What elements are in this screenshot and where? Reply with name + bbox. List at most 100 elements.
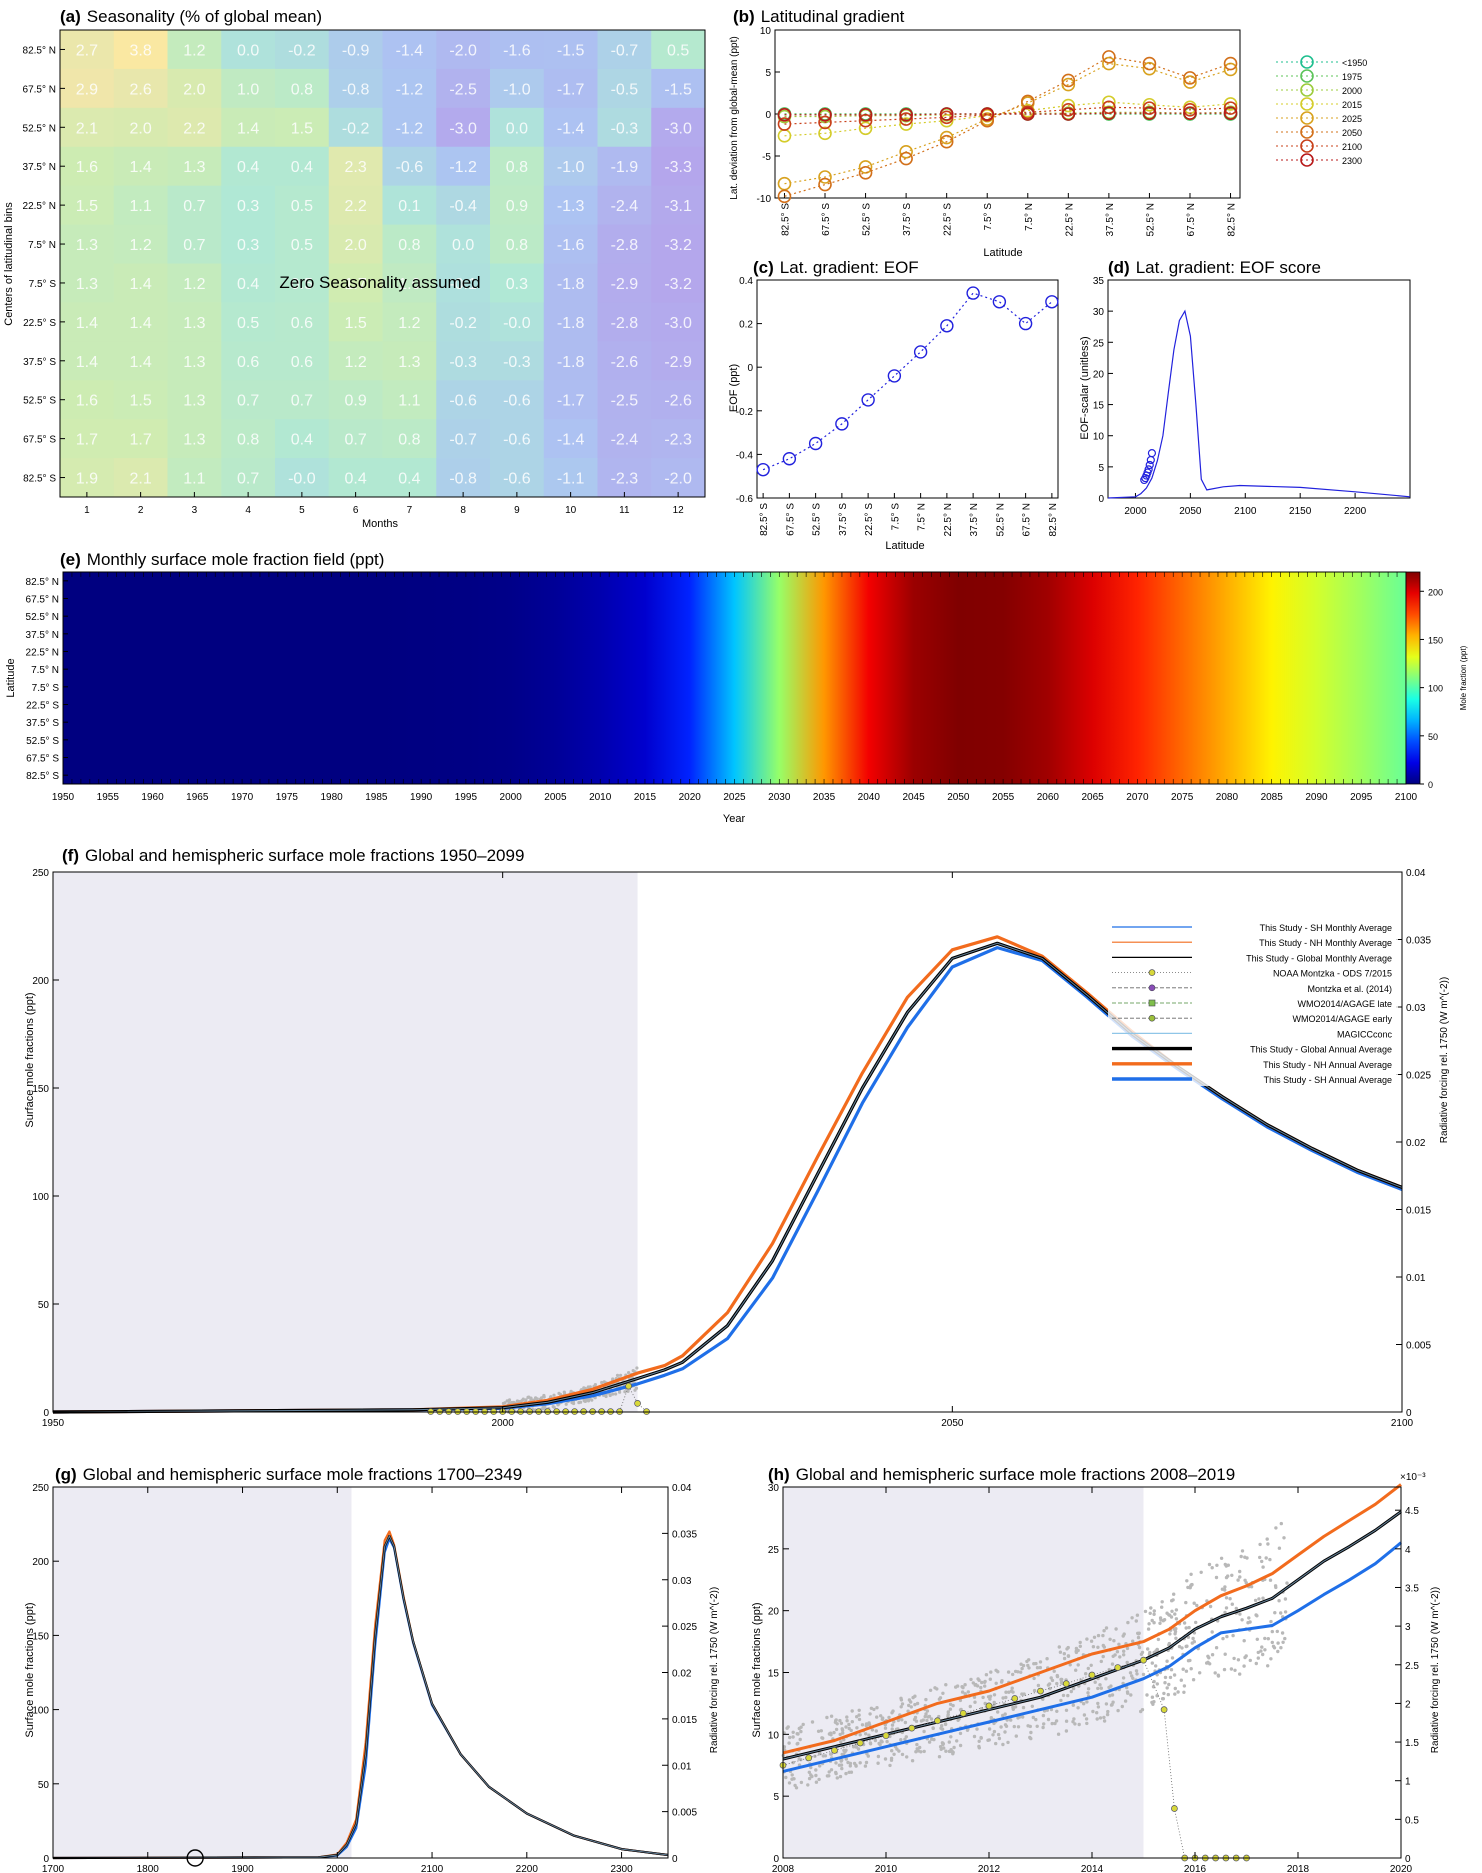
observation-point (821, 1754, 825, 1758)
legend-marker (1148, 1014, 1156, 1022)
heatmap-cell (597, 380, 652, 420)
panel-e: (e) Monthly surface mole fraction field (… (5, 550, 1468, 825)
heatmap-cell (382, 263, 437, 303)
svg-text:(e)Monthly surface mole fracti: (e) Monthly surface mole fraction field (… (60, 550, 384, 569)
x-tick-label: 2000 (1124, 506, 1147, 517)
observation-point (849, 1728, 853, 1733)
x-tick-label: 7.5° S (890, 503, 901, 531)
heatmap-cell-label: -1.1 (557, 471, 585, 488)
series-marker (980, 113, 995, 128)
legend-marker (1148, 999, 1156, 1007)
heatmap-cell (328, 380, 383, 420)
colorbar-tick-label: 0 (1428, 780, 1433, 790)
series-marker (818, 108, 832, 122)
legend-label: 2025 (1342, 114, 1362, 124)
series-marker (1102, 56, 1116, 71)
panel-b: (b) Latitudinal gradient -10 -5 0 5 10 82.5° S… (729, 7, 1367, 259)
panel-h-title: Global and hemispheric surface mole frac… (796, 1465, 1235, 1484)
observation-point (899, 1696, 903, 1701)
heatmap-cell (221, 68, 276, 109)
x-tick-label: 2150 (1289, 506, 1312, 517)
observation-point (1268, 1578, 1273, 1582)
observation-point (1176, 1690, 1180, 1694)
observation-point (834, 1770, 838, 1775)
heatmap-cell-label: 0.4 (398, 471, 420, 488)
observation-point (1115, 1650, 1120, 1654)
heatmap-cell-label: 1.2 (398, 315, 420, 332)
heatmap-cell-label: -2.9 (664, 354, 692, 371)
heatmap-cell-label: 2.2 (345, 198, 367, 215)
observation-point (1224, 1596, 1229, 1600)
observation-point (841, 1731, 845, 1735)
observation-point (1223, 1588, 1227, 1592)
observation-point (1173, 1692, 1177, 1696)
observation-point (981, 1695, 985, 1700)
observation-point (569, 1390, 573, 1394)
heatmap-cell-label: -3.2 (664, 237, 692, 254)
series-marker (1061, 98, 1076, 113)
x-tick-label: 1965 (186, 792, 209, 803)
heatmap-cell-label: -0.6 (503, 432, 531, 449)
legend-label: This Study - Global Monthly Average (1246, 953, 1392, 963)
heatmap-cell-label: -0.6 (396, 159, 424, 176)
observation-point (1260, 1645, 1264, 1649)
observation-point (1261, 1596, 1265, 1600)
observation-point (593, 1383, 598, 1387)
observation-point (943, 1722, 948, 1727)
observation-point (955, 1739, 959, 1743)
y-tick-label: 7.5° N (31, 665, 59, 676)
observation-point (818, 1764, 822, 1768)
observation-point (1174, 1627, 1178, 1631)
observation-point (1146, 1647, 1150, 1651)
heatmap-cell (597, 263, 652, 303)
observation-point (788, 1735, 792, 1740)
y-tick-label: 250 (32, 1483, 49, 1494)
observation-point (1238, 1575, 1242, 1579)
observation-point (552, 1393, 556, 1397)
observation-point (1086, 1687, 1091, 1691)
observation-point (816, 1729, 821, 1734)
observation-point (806, 1783, 810, 1787)
series-marker (1102, 106, 1116, 120)
heatmap-cell (382, 68, 437, 109)
observation-point (1086, 1691, 1090, 1695)
observation-point (1096, 1686, 1100, 1691)
observation-point (1261, 1652, 1265, 1657)
observation-point (907, 1703, 911, 1708)
observation-point (1074, 1668, 1078, 1672)
observation-point (1210, 1630, 1214, 1634)
observation-point (971, 1681, 975, 1685)
panel-c-frame (756, 279, 1059, 499)
observation-point (784, 1775, 788, 1780)
legend-marker (1300, 111, 1314, 125)
heatmap-cell-label: 0.3 (237, 198, 259, 215)
observation-point (1095, 1711, 1099, 1715)
heatmap-cell (490, 224, 545, 264)
observation-point (1141, 1672, 1146, 1677)
heatmap-cell (543, 380, 598, 420)
observation-point (1233, 1668, 1237, 1673)
eof-marker (1045, 295, 1059, 309)
heatmap-cell (543, 224, 598, 264)
magicc-line (52, 1534, 669, 1859)
panel-a-cells: 2.7 3.8 1.2 0.0 -0.2 -0.9 -1.4 -2.0 -1.6 -1.5 -0.7… (60, 30, 706, 498)
heatmap-cell (328, 146, 383, 187)
y-tick-label: 0.2 (739, 320, 753, 331)
observation-point (1184, 1669, 1189, 1673)
observation-point (1224, 1575, 1229, 1580)
y-tick-label: 7.5° N (28, 240, 56, 251)
observation-point (541, 1405, 545, 1410)
heatmap-cell (221, 30, 276, 70)
observation-point (1076, 1706, 1080, 1710)
heatmap-cell (490, 419, 545, 459)
observation-point (1283, 1610, 1288, 1614)
observation-point (904, 1735, 908, 1739)
observation-point (1134, 1619, 1139, 1623)
x-tick-label: 2060 (1037, 792, 1060, 803)
observation-point (1136, 1631, 1140, 1636)
panel-c-letter: (c) (753, 258, 774, 277)
panel-e-field (63, 572, 1406, 784)
series-line (782, 1541, 1402, 1773)
series-marker (1223, 62, 1238, 77)
heatmap-cell-label: -1.5 (664, 81, 692, 98)
